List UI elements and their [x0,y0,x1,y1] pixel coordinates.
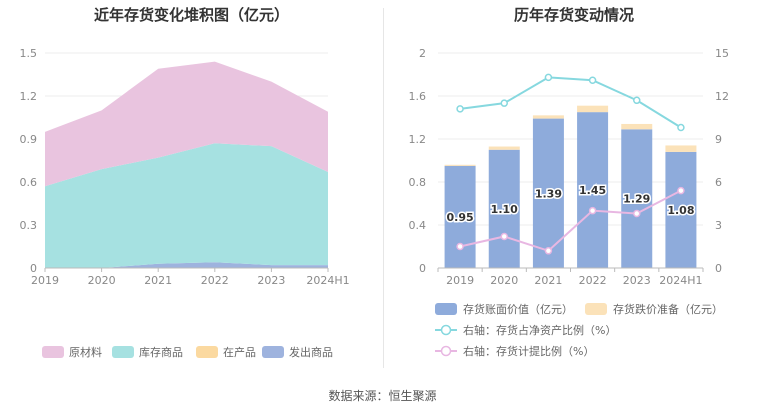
line-line_prov [459,189,682,252]
x-tick-label: 2024H1 [306,274,349,287]
panel-divider [383,8,384,368]
stacked-area-panel: 近年存货变化堆积图（亿元） 0 0.3 0.6 0.9 1.2 1.5 2019 2020 20… [0,0,383,375]
x-tick-label: 2022 [201,274,229,287]
y-right-tick-label: 15 [715,47,729,60]
point-line_ratio [500,99,508,107]
legend-label-bar_reserve: 存货跌价准备（亿元） [613,302,723,316]
bar-data-label: 1.29 [623,193,650,206]
point-line_ratio [544,73,553,82]
legend-label-line_ratio: 右轴：存货占净资产比例（%） [463,323,616,337]
legend-swatch-shipped [262,346,284,358]
y-left-tick-label: 0.4 [409,219,427,232]
bar-bar_reserve [444,164,476,166]
y-left-tick-label: 2 [419,47,426,60]
y-right-tick-label: 3 [715,219,722,232]
point-line_prov [588,206,597,215]
bar-bar_book [532,118,564,268]
y-left-tick-label: 0 [419,262,426,275]
legend-swatch-bar_reserve [585,303,607,315]
point-line_ratio [677,123,685,132]
y-tick-label: 0.6 [20,176,38,189]
data-source-label: 数据来源：恒生聚源 [328,389,437,403]
point-line_prov [544,247,553,255]
point-line_ratio [456,105,464,113]
x-tick-label: 2023 [623,274,651,287]
y-right-tick-label: 6 [715,176,722,189]
y-right-tick-label: 0 [715,262,722,275]
point-line_prov [456,242,464,251]
y-left-tick-label: 1.2 [409,133,427,146]
area-shipped [45,262,328,268]
x-tick-label: 2020 [88,274,116,287]
x-tick-label: 2021 [144,274,172,287]
bar-data-label: 1.10 [491,203,518,216]
y-tick-label: 0 [30,262,37,275]
y-left-tick-label: 0.8 [409,176,427,189]
area-raw [45,61,328,187]
x-tick-label: 2024H1 [659,274,702,287]
area-finished [45,143,328,268]
bar-bar_reserve [488,146,520,150]
x-tick-label: 2021 [534,274,562,287]
legend-swatch-bar_book [435,303,457,315]
bar-line-panel: 历年存货变动情况 0 0.4 0.8 1.2 1.6 2 0 3 6 9 12 15 2019 2020 2… [383,0,765,375]
y-tick-label: 0.9 [20,133,38,146]
bar-bar_book [444,165,476,268]
legend-label-bar_book: 存货账面价值（亿元） [463,302,573,316]
bar-bar_book [488,149,520,268]
line-line_ratio [459,76,682,129]
y-right-tick-label: 12 [715,90,729,103]
x-tick-label: 2020 [490,274,518,287]
bar-chart-title: 历年存货变动情况 [513,6,634,24]
bar-data-label: 0.95 [447,211,474,224]
bar-line-chart: 0 0.4 0.8 1.2 1.6 2 0 3 6 9 12 15 2019 2020 2021 2022 20… [409,47,730,358]
y-tick-label: 1.2 [20,90,38,103]
area-chart-title: 近年存货变化堆积图（亿元） [93,6,289,24]
bar-data-label: 1.08 [667,204,694,217]
bar-bar_book [621,129,653,268]
x-tick-label: 2019 [446,274,474,287]
legend-swatch-finished [112,346,134,358]
bar-bar_reserve [532,115,564,119]
x-tick-label: 2023 [257,274,285,287]
bar-data-label: 1.45 [579,184,606,197]
x-tick-label: 2022 [579,274,607,287]
bar-data-label: 1.39 [535,187,562,200]
legend-label-line_prov: 右轴：存货计提比例（%） [463,344,594,358]
x-tick-label: 2019 [31,274,59,287]
y-tick-label: 1.5 [20,47,38,60]
point-line_prov [677,186,685,195]
legend-marker-line_ratio [440,324,452,336]
legend-marker-line_prov [440,345,452,357]
point-line_prov [500,232,508,241]
bar-bar_book [577,112,609,268]
bar-bar_reserve [577,105,609,113]
legend-swatch-wip [196,346,218,358]
bar-bar_reserve [665,145,697,152]
y-right-tick-label: 9 [715,133,722,146]
bar-bar_reserve [621,123,653,130]
y-tick-label: 0.3 [20,219,38,232]
legend-label-wip: 在产品 [223,345,256,359]
y-left-tick-label: 1.6 [409,90,427,103]
bar-bar_book [665,151,697,268]
point-line_ratio [633,96,641,105]
stacked-area-chart: 0 0.3 0.6 0.9 1.2 1.5 2019 2020 2021 2022 2023 2024… [20,47,350,359]
legend-label-finished: 库存商品 [139,345,183,359]
legend-label-raw: 原材料 [69,345,102,359]
legend-swatch-raw [42,346,64,358]
point-line_prov [633,209,641,218]
point-line_ratio [588,76,597,84]
legend-label-shipped: 发出商品 [289,345,333,359]
